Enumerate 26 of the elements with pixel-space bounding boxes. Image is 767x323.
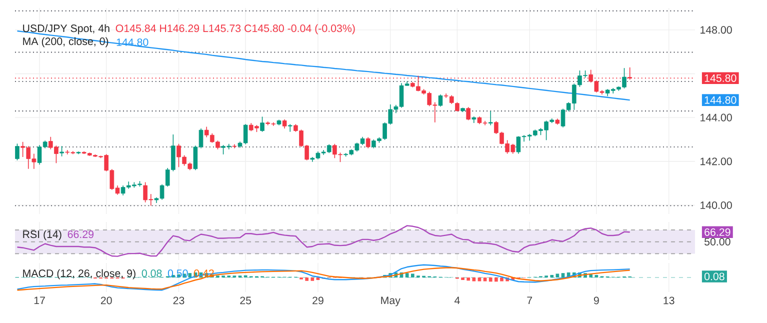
y-tick-label: 144.00	[700, 114, 732, 122]
chart-title: RSI (14)	[23, 230, 62, 240]
text: O145.84 H146.29 L145.73 C145.80 -0.04 (-0.03%)	[116, 24, 355, 34]
x-tick-label: 25	[240, 296, 252, 304]
chart-title: MACD (12, 26, close, 9)	[23, 269, 136, 280]
x-tick-label: 20	[100, 296, 112, 304]
y-tick-label: 142.00	[700, 158, 732, 166]
x-tick-label: 13	[664, 296, 674, 304]
x-tick-label: 7	[527, 296, 532, 304]
text: 50.00	[704, 238, 730, 246]
annotation: 0.08	[142, 270, 162, 278]
x-tick-label: 29	[312, 296, 324, 304]
x-tick-label: 4	[454, 296, 460, 304]
text: USD/JPY Spot, 4h	[23, 24, 110, 34]
y-tick-label: 140.00	[700, 201, 732, 209]
ref-line-label: 145.80	[704, 74, 736, 82]
y-tick-label: 148.00	[700, 26, 732, 34]
text: 144.80	[704, 96, 736, 104]
x-tick-label: 23	[173, 296, 184, 304]
text: 0.08	[704, 272, 724, 280]
x-tick-label: May	[381, 296, 400, 306]
annotation: 0.50	[168, 270, 188, 278]
text: 66.29	[704, 228, 730, 236]
x-tick-label: 9	[594, 296, 599, 304]
annotation: 66.29	[68, 230, 94, 238]
x-tick-label: 17	[34, 296, 45, 304]
